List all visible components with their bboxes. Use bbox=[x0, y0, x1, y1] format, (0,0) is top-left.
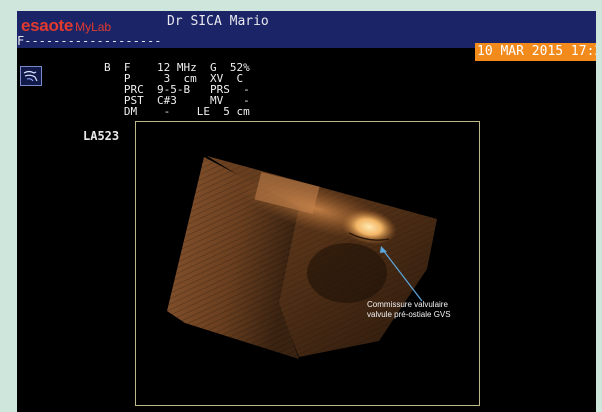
param-row: DM - LE 5 cm bbox=[104, 105, 250, 118]
brand-logo: esaote MyLab bbox=[21, 17, 111, 36]
model-suffix: Lab bbox=[91, 20, 112, 34]
probe-icon[interactable] bbox=[20, 66, 42, 86]
annotation-line-1: Commissure valvulaire bbox=[367, 300, 448, 309]
valve-annotation: Commissure valvulaire valvule pré-ostial… bbox=[367, 300, 451, 320]
3d-volume-render bbox=[167, 156, 437, 359]
annotation-arrow bbox=[382, 249, 423, 302]
operator-name: Dr SICA Mario bbox=[167, 14, 269, 29]
param-row: P 3 cm XV C bbox=[104, 72, 244, 85]
acquisition-params: B F 12 MHz G 52% P 3 cm XV C PRC 9-5-B P… bbox=[104, 62, 250, 117]
annotation-line-2: valvule pré-ostiale GVS bbox=[367, 310, 451, 319]
region-of-interest-box bbox=[135, 121, 480, 406]
datetime-badge: 10 MAR 2015 17:20 bbox=[475, 43, 596, 61]
param-row: B F 12 MHz G 52% bbox=[104, 61, 250, 74]
datetime-text: 10 MAR 2015 17:20 bbox=[477, 44, 596, 59]
patient-line: F------------------- bbox=[17, 34, 162, 48]
probe-label: LA523 bbox=[83, 129, 120, 143]
param-row: PST C#3 MV - bbox=[104, 94, 250, 107]
brand-name: esaote bbox=[21, 16, 74, 35]
model-name: MyLab bbox=[75, 20, 111, 34]
ultrasound-screen: esaote MyLab Dr SICA Mario F-------------… bbox=[17, 11, 596, 412]
model-prefix: My bbox=[75, 20, 92, 34]
param-row: PRC 9-5-B PRS - bbox=[104, 83, 250, 96]
header-bar: esaote MyLab Dr SICA Mario F-------------… bbox=[17, 11, 596, 48]
